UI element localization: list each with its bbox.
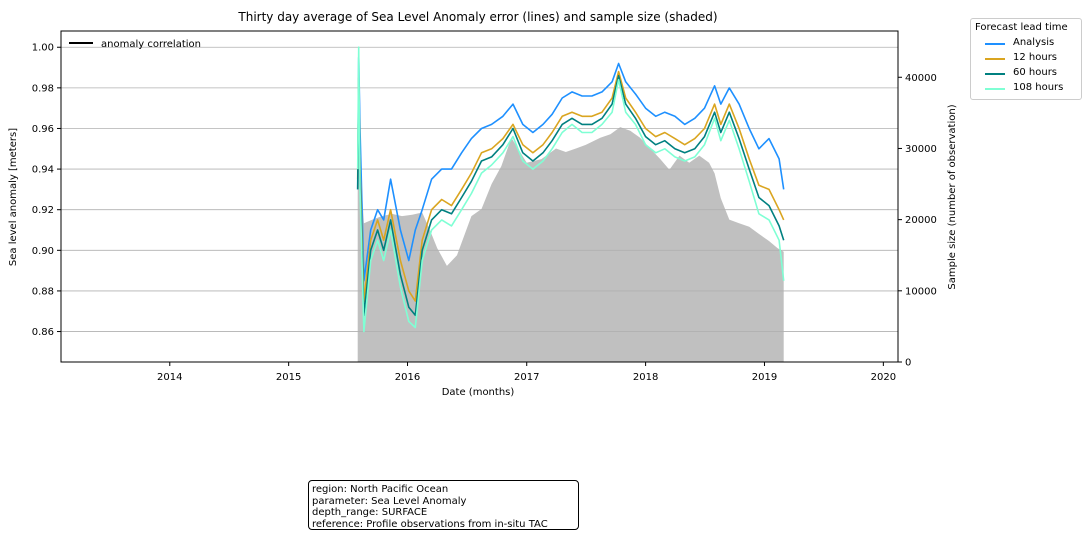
legend-label: 12 hours [1013, 52, 1058, 63]
legend-swatch [985, 58, 1005, 60]
x-tick-label: 2016 [395, 372, 420, 383]
legend-label: Analysis [1013, 37, 1055, 48]
legend-label: 108 hours [1013, 82, 1064, 93]
y-tick-label: 0.92 [32, 205, 54, 216]
series-line-108-hours [356, 46, 785, 333]
x-tick-label: 2015 [276, 372, 301, 383]
forecast-legend: Forecast lead time Analysis 12 hours 60 … [970, 18, 1082, 100]
y-tick-label: 0.98 [32, 83, 54, 94]
metadata-info-box: region: North Pacific Ocean parameter: S… [308, 480, 579, 530]
y2-axis-label: Sample size (number of observation) [947, 104, 958, 289]
series-line-12-hours [356, 70, 785, 302]
y2-tick-label: 10000 [905, 286, 937, 297]
y-tick-label: 0.88 [32, 286, 54, 297]
legend-swatch [985, 43, 1005, 45]
chart-title: Thirty day average of Sea Level Anomaly … [237, 10, 717, 24]
series-line-analysis [356, 56, 785, 282]
x-tick-label: 2014 [157, 372, 182, 383]
y-tick-label: 0.86 [32, 327, 54, 338]
axes-frame [60, 30, 899, 363]
y2-tick-label: 0 [905, 358, 911, 369]
y-tick-label: 1.00 [32, 43, 54, 54]
sample-size-area [357, 45, 784, 362]
plot-area: 0.86 0.88 0.90 0.92 0.94 0.96 0.98 1.00 0 10000 20… [32, 30, 937, 383]
x-tick-label: 2018 [633, 372, 658, 383]
y-axis-label: Sea level anomaly [meters] [8, 128, 19, 266]
y-tick-label: 0.90 [32, 246, 54, 257]
legend-title: Forecast lead time [975, 22, 1068, 33]
y-tick-label: 0.94 [32, 165, 54, 176]
inner-legend-label: anomaly correlation [101, 39, 201, 50]
info-region: region: North Pacific Ocean [312, 484, 449, 495]
y2-tick-label: 40000 [905, 73, 937, 84]
info-parameter: parameter: Sea Level Anomaly [312, 495, 467, 507]
x-tick-label: 2019 [752, 372, 777, 383]
y-tick-label: 0.96 [32, 124, 54, 135]
legend-swatch [985, 88, 1005, 90]
series-line-60-hours [356, 74, 785, 317]
legend-swatch [985, 73, 1005, 75]
y2-tick-label: 20000 [905, 215, 937, 226]
x-tick-label: 2020 [871, 372, 896, 383]
x-tick-label: 2017 [514, 372, 539, 383]
y2-tick-label: 30000 [905, 144, 937, 155]
x-axis-label: Date (months) [442, 387, 515, 398]
info-depth-range: depth_range: SURFACE [312, 507, 428, 518]
legend-label: 60 hours [1013, 67, 1058, 78]
info-reference: reference: Profile observations from in-… [312, 518, 548, 530]
